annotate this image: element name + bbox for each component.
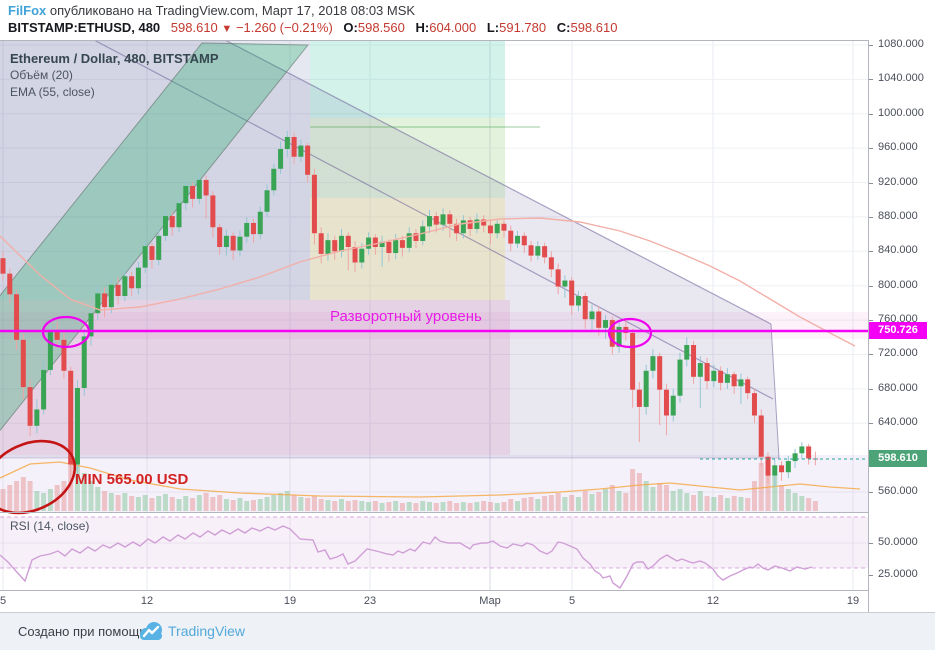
chart-canvas[interactable]	[0, 0, 868, 612]
pane-separator[interactable]	[0, 512, 935, 513]
rsi-tick-label: 50.0000	[869, 536, 935, 548]
byline: FilFox опубликовано на TradingView.com, …	[8, 3, 415, 18]
time-tick-label: 19	[846, 595, 860, 607]
high-value: 604.000	[429, 20, 477, 35]
symbol-label[interactable]: BITSTAMP:ETHUSD, 480	[8, 20, 161, 35]
annotation-ellipse	[607, 317, 653, 349]
header: FilFox опубликовано на TradingView.com, …	[0, 0, 935, 40]
low-value: 591.780	[499, 20, 547, 35]
time-tick-label: 23	[363, 595, 377, 607]
price-tick-label: 840.000	[869, 244, 935, 256]
annotation-ellipse	[0, 439, 77, 515]
down-arrow-icon: ▼	[221, 23, 233, 35]
price-tick-label: 640.000	[869, 416, 935, 428]
byline-text: опубликовано на TradingView.com, Март 17…	[46, 3, 416, 18]
open-value: 598.560	[357, 20, 405, 35]
tradingview-brand-link[interactable]: TradingView	[168, 623, 246, 639]
price-change: −1.260 (−0.21%)	[235, 20, 333, 35]
time-tick-label: 5	[0, 595, 7, 607]
ticker-line: BITSTAMP:ETHUSD, 480 598.610 ▼ −1.260 (−…	[8, 20, 617, 35]
time-tick-label: 19	[283, 595, 297, 607]
volume-bars	[0, 456, 818, 511]
price-tick-label: 800.000	[869, 279, 935, 291]
price-tick-label: 1080.000	[869, 38, 935, 50]
time-tick-label: Мар	[479, 595, 501, 607]
ema-line	[0, 217, 856, 347]
last-price: 598.610	[170, 20, 218, 35]
annotation-ellipse	[41, 315, 91, 349]
time-tick-label: 12	[140, 595, 154, 607]
price-tick-label: 1040.000	[869, 72, 935, 84]
chart-top-border	[0, 40, 935, 41]
high-label: H:	[415, 20, 430, 35]
close-value: 598.610	[570, 20, 618, 35]
footer: Создано при помощи TradingView	[0, 612, 935, 650]
created-with-text: Создано при помощи	[18, 624, 147, 639]
price-axis[interactable]: 1080.000 1040.000 1000.000 960.000 920.000 88…	[869, 38, 935, 612]
price-tick-label: 920.000	[869, 176, 935, 188]
time-axis[interactable]: 5 12 19 23 Мар 5 12 19	[0, 591, 868, 612]
reversal-price-chip: 750.726	[869, 322, 927, 339]
drawing-shapes	[0, 40, 868, 512]
price-tick-label: 560.000	[869, 485, 935, 497]
price-tick-label: 1000.000	[869, 107, 935, 119]
volume-ma-line	[0, 461, 861, 498]
price-tick-label: 680.000	[869, 382, 935, 394]
price-tick-label: 880.000	[869, 210, 935, 222]
open-label: O:	[343, 20, 358, 35]
tradingview-logo-icon[interactable]	[138, 620, 164, 644]
axis-left-border	[868, 40, 869, 612]
author-link[interactable]: FilFox	[8, 3, 47, 18]
price-tick-label: 720.000	[869, 347, 935, 359]
rsi-tick-label: 25.0000	[869, 568, 935, 580]
candles	[0, 130, 818, 488]
gridlines	[0, 40, 868, 590]
close-label: C:	[556, 20, 571, 35]
low-label: L:	[486, 20, 500, 35]
time-tick-label: 12	[706, 595, 720, 607]
last-price-chip: 598.610	[869, 450, 927, 467]
price-tick-label: 960.000	[869, 141, 935, 153]
rsi-pane	[0, 516, 868, 590]
time-tick-label: 5	[568, 595, 576, 607]
rsi-bottom-border	[0, 590, 935, 591]
